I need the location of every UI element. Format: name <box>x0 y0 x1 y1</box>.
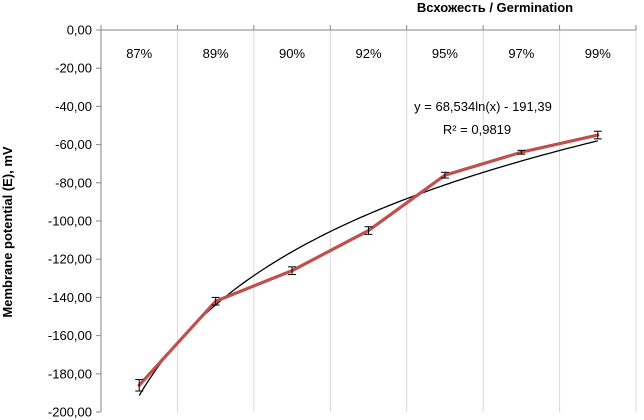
trendline-r2: R² = 0,9819 <box>443 122 511 137</box>
y-tick-label: -180,00 <box>48 366 92 381</box>
y-tick-label: -140,00 <box>48 290 92 305</box>
error-bar <box>288 266 297 275</box>
error-bar <box>364 226 373 235</box>
y-tick-labels: 0,00 -20,00 -40,00 -60,00 -80,00 -100,00 -120,… <box>48 23 101 420</box>
x-tick-label: 87% <box>126 46 152 61</box>
x-tick-label: 99% <box>585 46 611 61</box>
error-bar <box>517 149 526 155</box>
error-bars <box>135 130 602 392</box>
y-axis-title: Membrane potential (E), mV <box>0 146 15 318</box>
error-bar <box>440 171 449 179</box>
series-line <box>137 133 600 387</box>
y-tick-label: -120,00 <box>48 252 92 267</box>
x-tick-label: 92% <box>355 46 381 61</box>
y-tick-label: -40,00 <box>55 99 92 114</box>
y-tick-label: -200,00 <box>48 405 92 420</box>
x-tick-label: 95% <box>432 46 458 61</box>
x-tick-labels: 87% 89% 90% 92% 95% 97% 99% <box>100 25 637 61</box>
grid-lines <box>176 30 637 412</box>
error-bar <box>593 130 602 140</box>
error-bar <box>211 296 220 306</box>
y-tick-label: -80,00 <box>55 175 92 190</box>
y-tick-label: -60,00 <box>55 137 92 152</box>
trendline <box>138 140 598 396</box>
y-tick-label: -20,00 <box>55 61 92 76</box>
x-tick-label: 97% <box>508 46 534 61</box>
y-tick-label: -160,00 <box>48 328 92 343</box>
y-tick-label: 0,00 <box>67 23 92 38</box>
error-bar <box>135 379 144 392</box>
data-series <box>137 133 600 387</box>
x-tick-label: 89% <box>203 46 229 61</box>
x-axis-title: Всхожесть / Germination <box>417 0 573 15</box>
x-tick-label: 90% <box>279 46 305 61</box>
y-tick-label: -100,00 <box>48 214 92 229</box>
trendline-equation: y = 68,534ln(x) - 191,39 <box>414 99 552 114</box>
